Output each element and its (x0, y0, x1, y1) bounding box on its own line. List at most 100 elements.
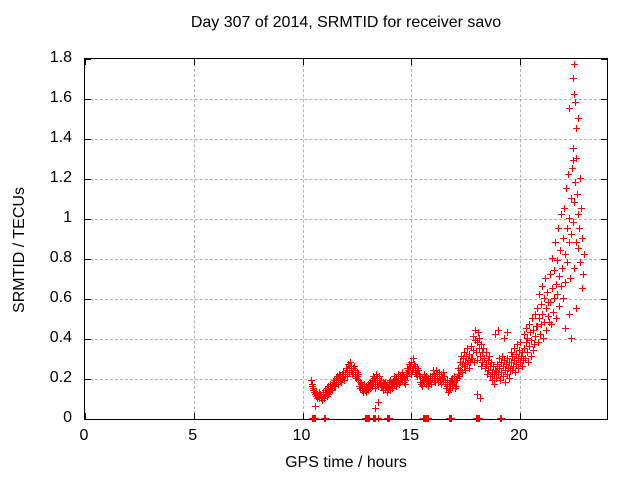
data-point-marker (308, 383, 316, 390)
data-point-marker (386, 383, 394, 390)
data-point-marker (424, 383, 432, 390)
data-point-marker (481, 355, 489, 362)
data-point-marker (459, 369, 467, 376)
data-point-marker (473, 391, 481, 398)
data-point-marker (376, 373, 384, 380)
data-point-marker (365, 387, 373, 394)
data-point-marker (540, 335, 548, 342)
data-point-marker (352, 375, 360, 382)
data-point-marker (383, 389, 391, 396)
data-point-marker (540, 295, 548, 302)
data-point-marker (517, 339, 525, 346)
data-point-marker (555, 273, 563, 280)
data-point-marker (490, 371, 498, 378)
data-point-marker (520, 345, 528, 352)
y-tick-label: 1.6 (49, 89, 72, 106)
data-point-marker (531, 341, 538, 348)
data-point-marker (493, 369, 501, 376)
data-point-marker (489, 377, 497, 384)
data-point-marker (552, 281, 560, 288)
data-point-marker (414, 367, 422, 374)
y-tick-mark (85, 259, 91, 260)
data-point-marker (336, 377, 344, 384)
data-point-marker (320, 395, 328, 402)
data-point-marker (387, 387, 395, 394)
data-point-marker (579, 235, 587, 242)
x-gridline (302, 59, 304, 419)
data-point-marker (345, 369, 353, 376)
data-point-marker (408, 359, 416, 366)
y-tick-label: 1.2 (49, 169, 72, 186)
x-tick-label: 10 (292, 427, 311, 444)
data-point-marker (446, 379, 454, 386)
data-point-marker (519, 357, 527, 364)
data-point-marker (553, 257, 561, 264)
data-point-marker (324, 385, 332, 392)
y-tick-mark (85, 379, 91, 380)
data-point-marker (367, 381, 375, 388)
y-gridline (85, 99, 607, 100)
data-point-marker (467, 359, 475, 366)
data-point-marker (419, 383, 427, 390)
y-tick-mark (601, 379, 607, 380)
data-point-marker (455, 365, 463, 372)
data-point-marker (427, 381, 435, 388)
data-point-marker (502, 361, 510, 368)
data-point-marker (335, 375, 343, 382)
data-point-marker (405, 361, 413, 368)
data-point-marker (310, 385, 318, 392)
y-tick-label: 0 (63, 409, 72, 426)
data-point-marker (403, 371, 411, 378)
data-point-marker (395, 377, 403, 384)
data-point-marker (549, 309, 557, 316)
data-point-marker (546, 299, 554, 306)
data-point-marker (403, 365, 411, 372)
data-point-marker (401, 375, 409, 382)
data-point-marker (498, 415, 506, 422)
data-point-marker (514, 341, 522, 348)
data-point-marker (442, 385, 450, 392)
data-point-marker (504, 355, 512, 362)
data-point-marker (543, 327, 551, 334)
data-point-marker (356, 379, 364, 386)
data-point-marker (522, 339, 530, 346)
data-point-marker (572, 99, 580, 106)
data-point-marker (492, 331, 500, 338)
data-point-marker (528, 337, 536, 344)
data-point-marker (369, 373, 377, 380)
data-point-marker (526, 343, 534, 350)
data-point-marker (439, 369, 447, 376)
data-point-marker (343, 365, 351, 372)
data-point-marker (485, 353, 493, 360)
y-tick-mark (85, 299, 91, 300)
data-point-marker (407, 371, 415, 378)
data-point-marker (487, 359, 495, 366)
data-point-marker (495, 327, 503, 334)
data-point-marker (576, 175, 584, 182)
data-point-marker (418, 381, 426, 388)
data-point-marker (499, 353, 507, 360)
data-point-marker (561, 205, 569, 212)
data-point-marker (476, 353, 484, 360)
y-tick-label: 0.4 (49, 329, 72, 346)
y-gridline (85, 179, 607, 180)
x-tick-label: 20 (510, 427, 528, 444)
data-point-marker (482, 365, 490, 372)
data-point-marker (544, 289, 552, 296)
y-tick-mark (601, 339, 607, 340)
data-point-marker (557, 211, 565, 218)
data-point-marker (521, 355, 529, 362)
data-point-marker (504, 329, 512, 336)
data-point-marker (464, 345, 472, 352)
data-point-marker (474, 329, 482, 336)
data-point-marker (337, 379, 345, 386)
data-point-marker (451, 379, 459, 386)
data-point-marker (497, 377, 505, 384)
data-point-marker (386, 377, 394, 384)
data-point-marker (471, 337, 479, 344)
data-point-marker (433, 367, 441, 374)
y-gridline (85, 139, 607, 140)
data-point-marker (501, 367, 509, 374)
plot-area (84, 58, 608, 422)
